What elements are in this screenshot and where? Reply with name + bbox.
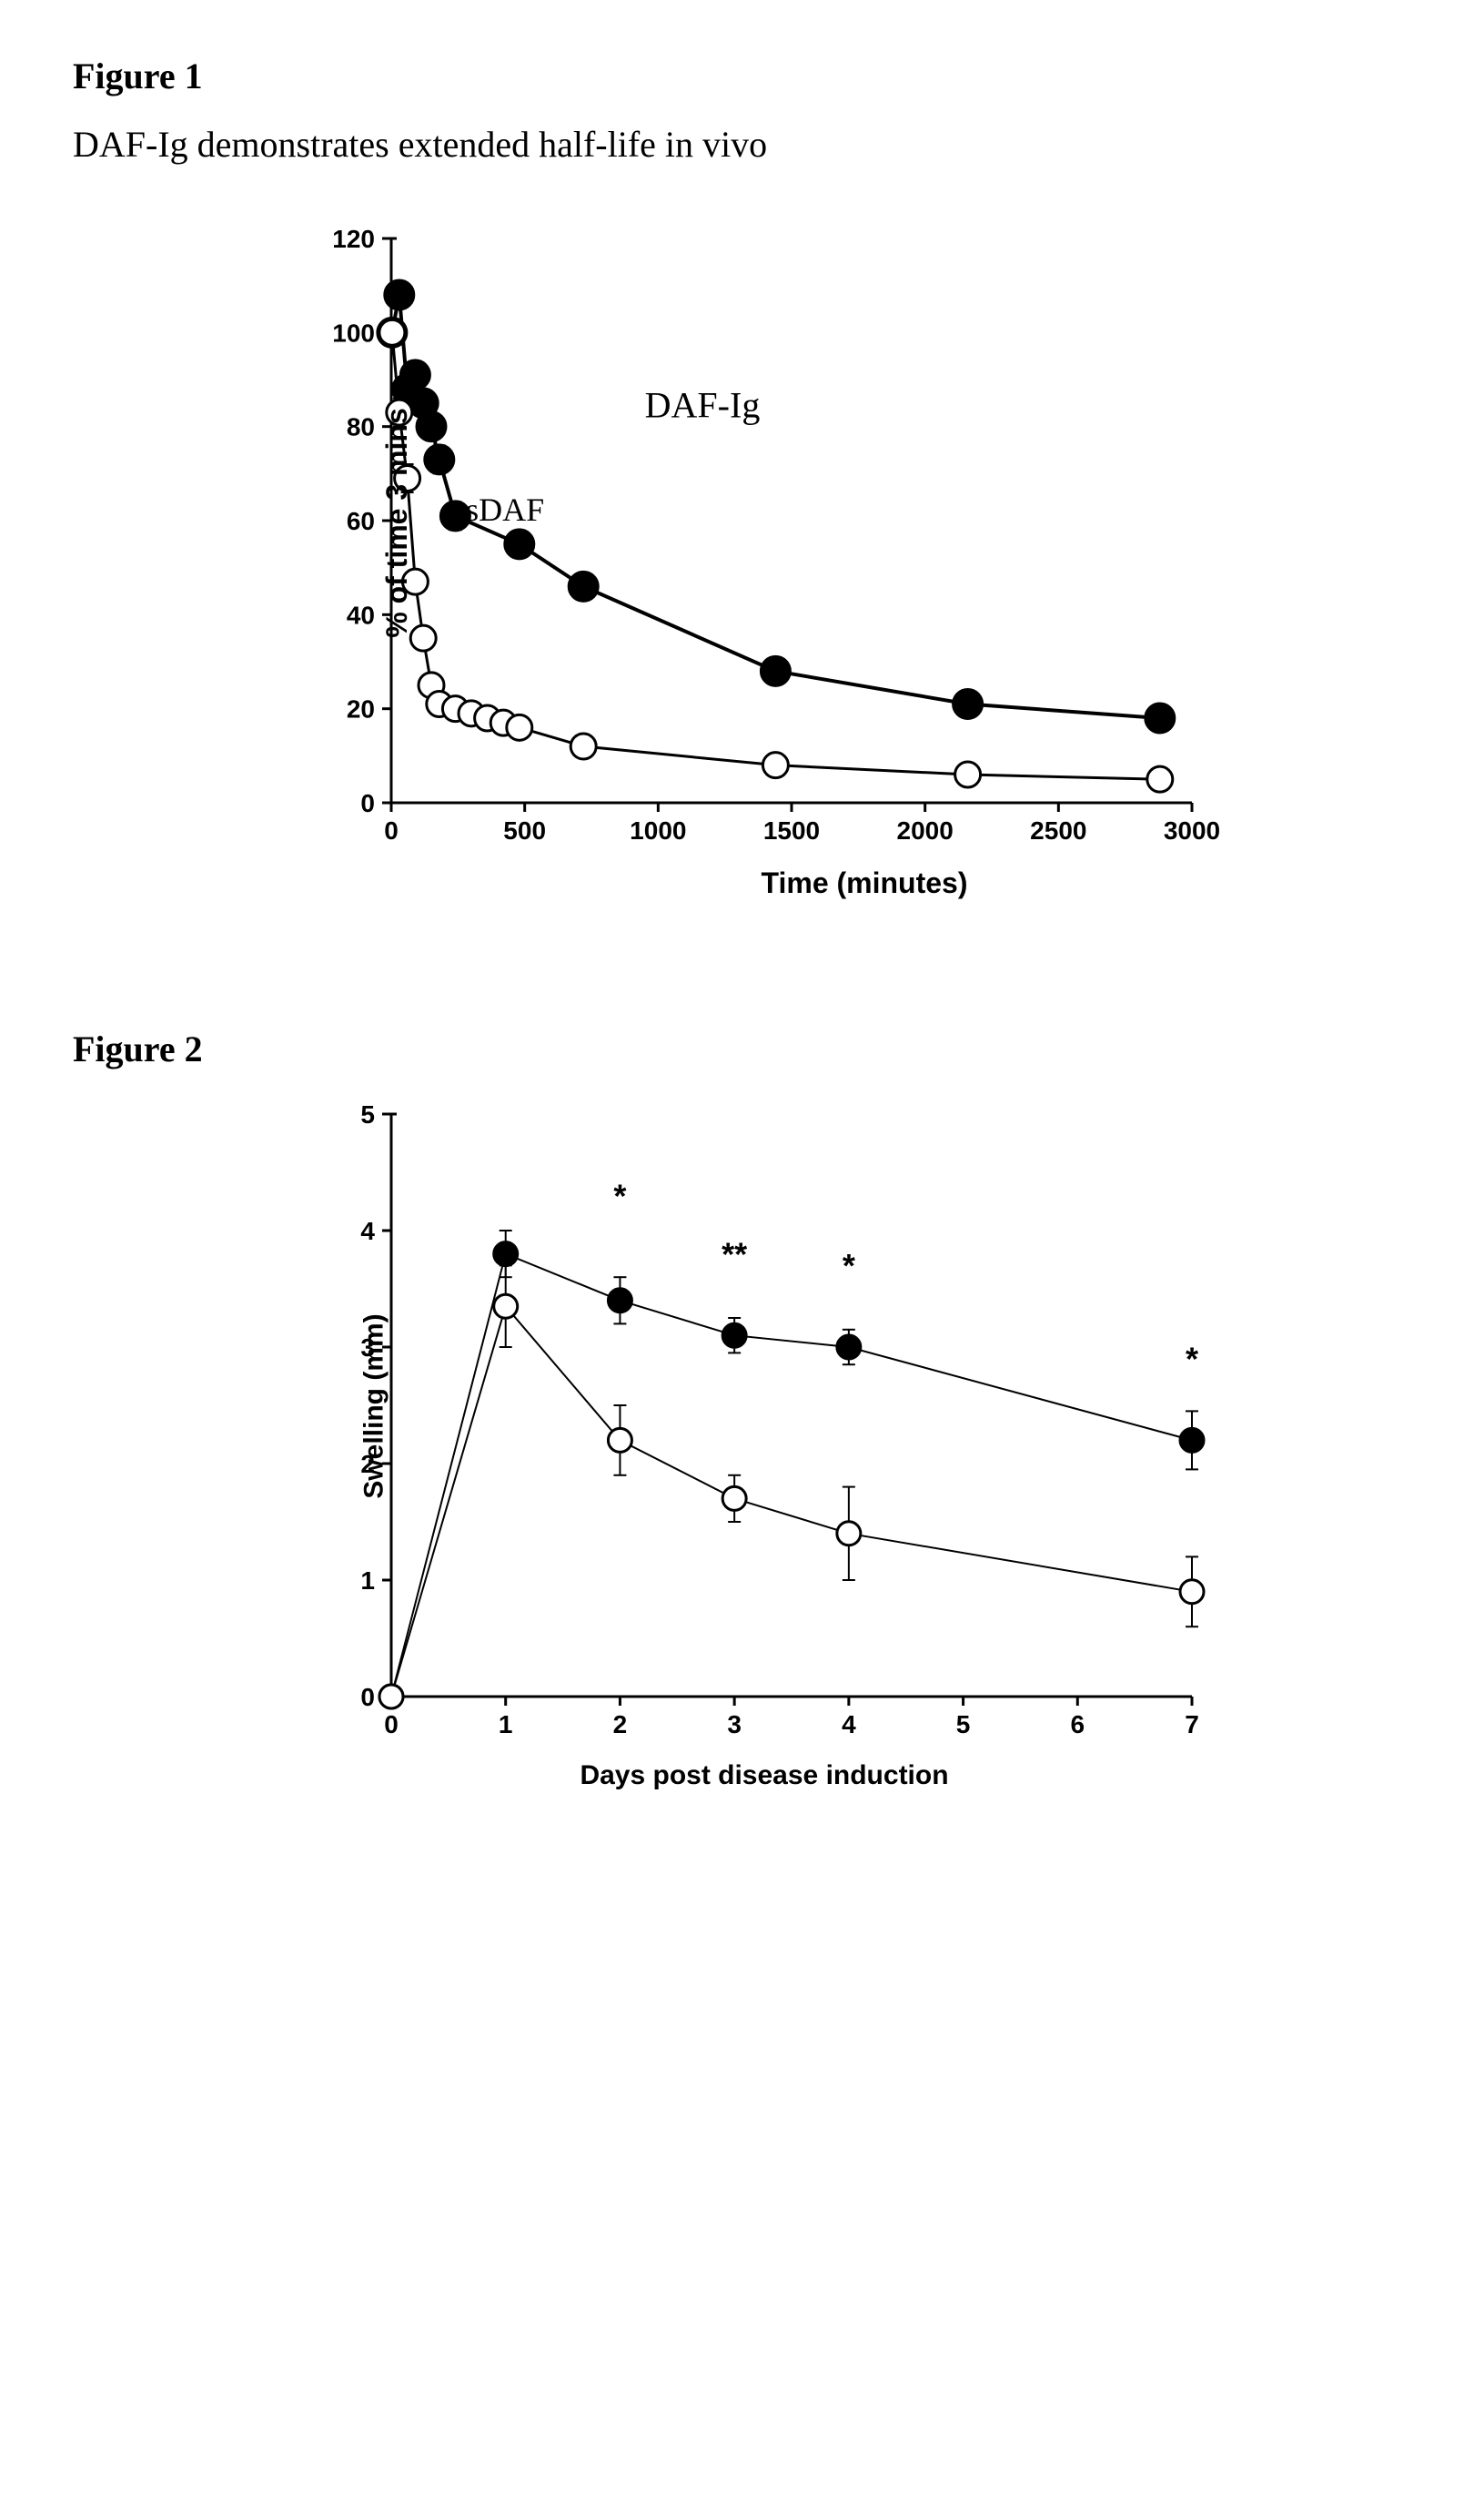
figure1-caption: DAF-Ig demonstrates extended half-life i… [73, 123, 1411, 166]
svg-text:0: 0 [384, 816, 399, 845]
svg-text:1: 1 [499, 1710, 513, 1738]
svg-text:80: 80 [347, 413, 375, 441]
svg-text:500: 500 [503, 816, 546, 845]
figure1-xlabel: Time (minutes) [309, 866, 1219, 900]
figure2-chart: Swelling (mm) 01234501234567***** Days p… [309, 1096, 1411, 1791]
svg-text:1000: 1000 [630, 816, 686, 845]
figure1-chart: % of time 3 mins 0 20 40 60 80 100 120 0 500 1000… [309, 220, 1411, 900]
svg-text:60: 60 [347, 507, 375, 535]
svg-text:4: 4 [360, 1217, 375, 1245]
figure2-svg: 01234501234567***** [309, 1096, 1219, 1751]
svg-text:40: 40 [347, 601, 375, 629]
svg-text:2500: 2500 [1030, 816, 1086, 845]
svg-text:*: * [613, 1177, 626, 1214]
svg-text:DAF-Ig: DAF-Ig [645, 384, 761, 425]
svg-text:0: 0 [360, 789, 375, 817]
svg-text:3: 3 [727, 1710, 742, 1738]
svg-text:0: 0 [384, 1710, 399, 1738]
svg-text:20: 20 [347, 695, 375, 724]
figure2-ylabel: Swelling (mm) [359, 1313, 390, 1498]
svg-text:6: 6 [1070, 1710, 1085, 1738]
svg-text:2: 2 [613, 1710, 628, 1738]
svg-text:*: * [843, 1247, 855, 1284]
svg-text:3000: 3000 [1164, 816, 1219, 845]
svg-text:4: 4 [842, 1710, 856, 1738]
svg-text:5: 5 [956, 1710, 971, 1738]
svg-text:1: 1 [360, 1566, 375, 1595]
svg-text:*: * [1186, 1341, 1198, 1378]
svg-text:2000: 2000 [897, 816, 954, 845]
svg-text:1500: 1500 [763, 816, 820, 845]
figure1-svg: 0 20 40 60 80 100 120 0 500 1000 1500 2000 2500 3000 D… [309, 220, 1219, 857]
svg-text:5: 5 [360, 1100, 375, 1129]
figure1-label: Figure 1 [73, 55, 1411, 97]
svg-text:**: ** [722, 1235, 747, 1272]
svg-text:0: 0 [360, 1683, 375, 1711]
svg-text:120: 120 [332, 225, 375, 253]
svg-text:sDAF: sDAF [466, 491, 544, 528]
figure2-xlabel: Days post disease induction [309, 1760, 1219, 1791]
svg-text:7: 7 [1185, 1710, 1199, 1738]
figure2-label: Figure 2 [73, 1028, 1411, 1070]
figure1-ylabel: % of time 3 mins [380, 408, 414, 638]
svg-text:100: 100 [332, 319, 375, 347]
